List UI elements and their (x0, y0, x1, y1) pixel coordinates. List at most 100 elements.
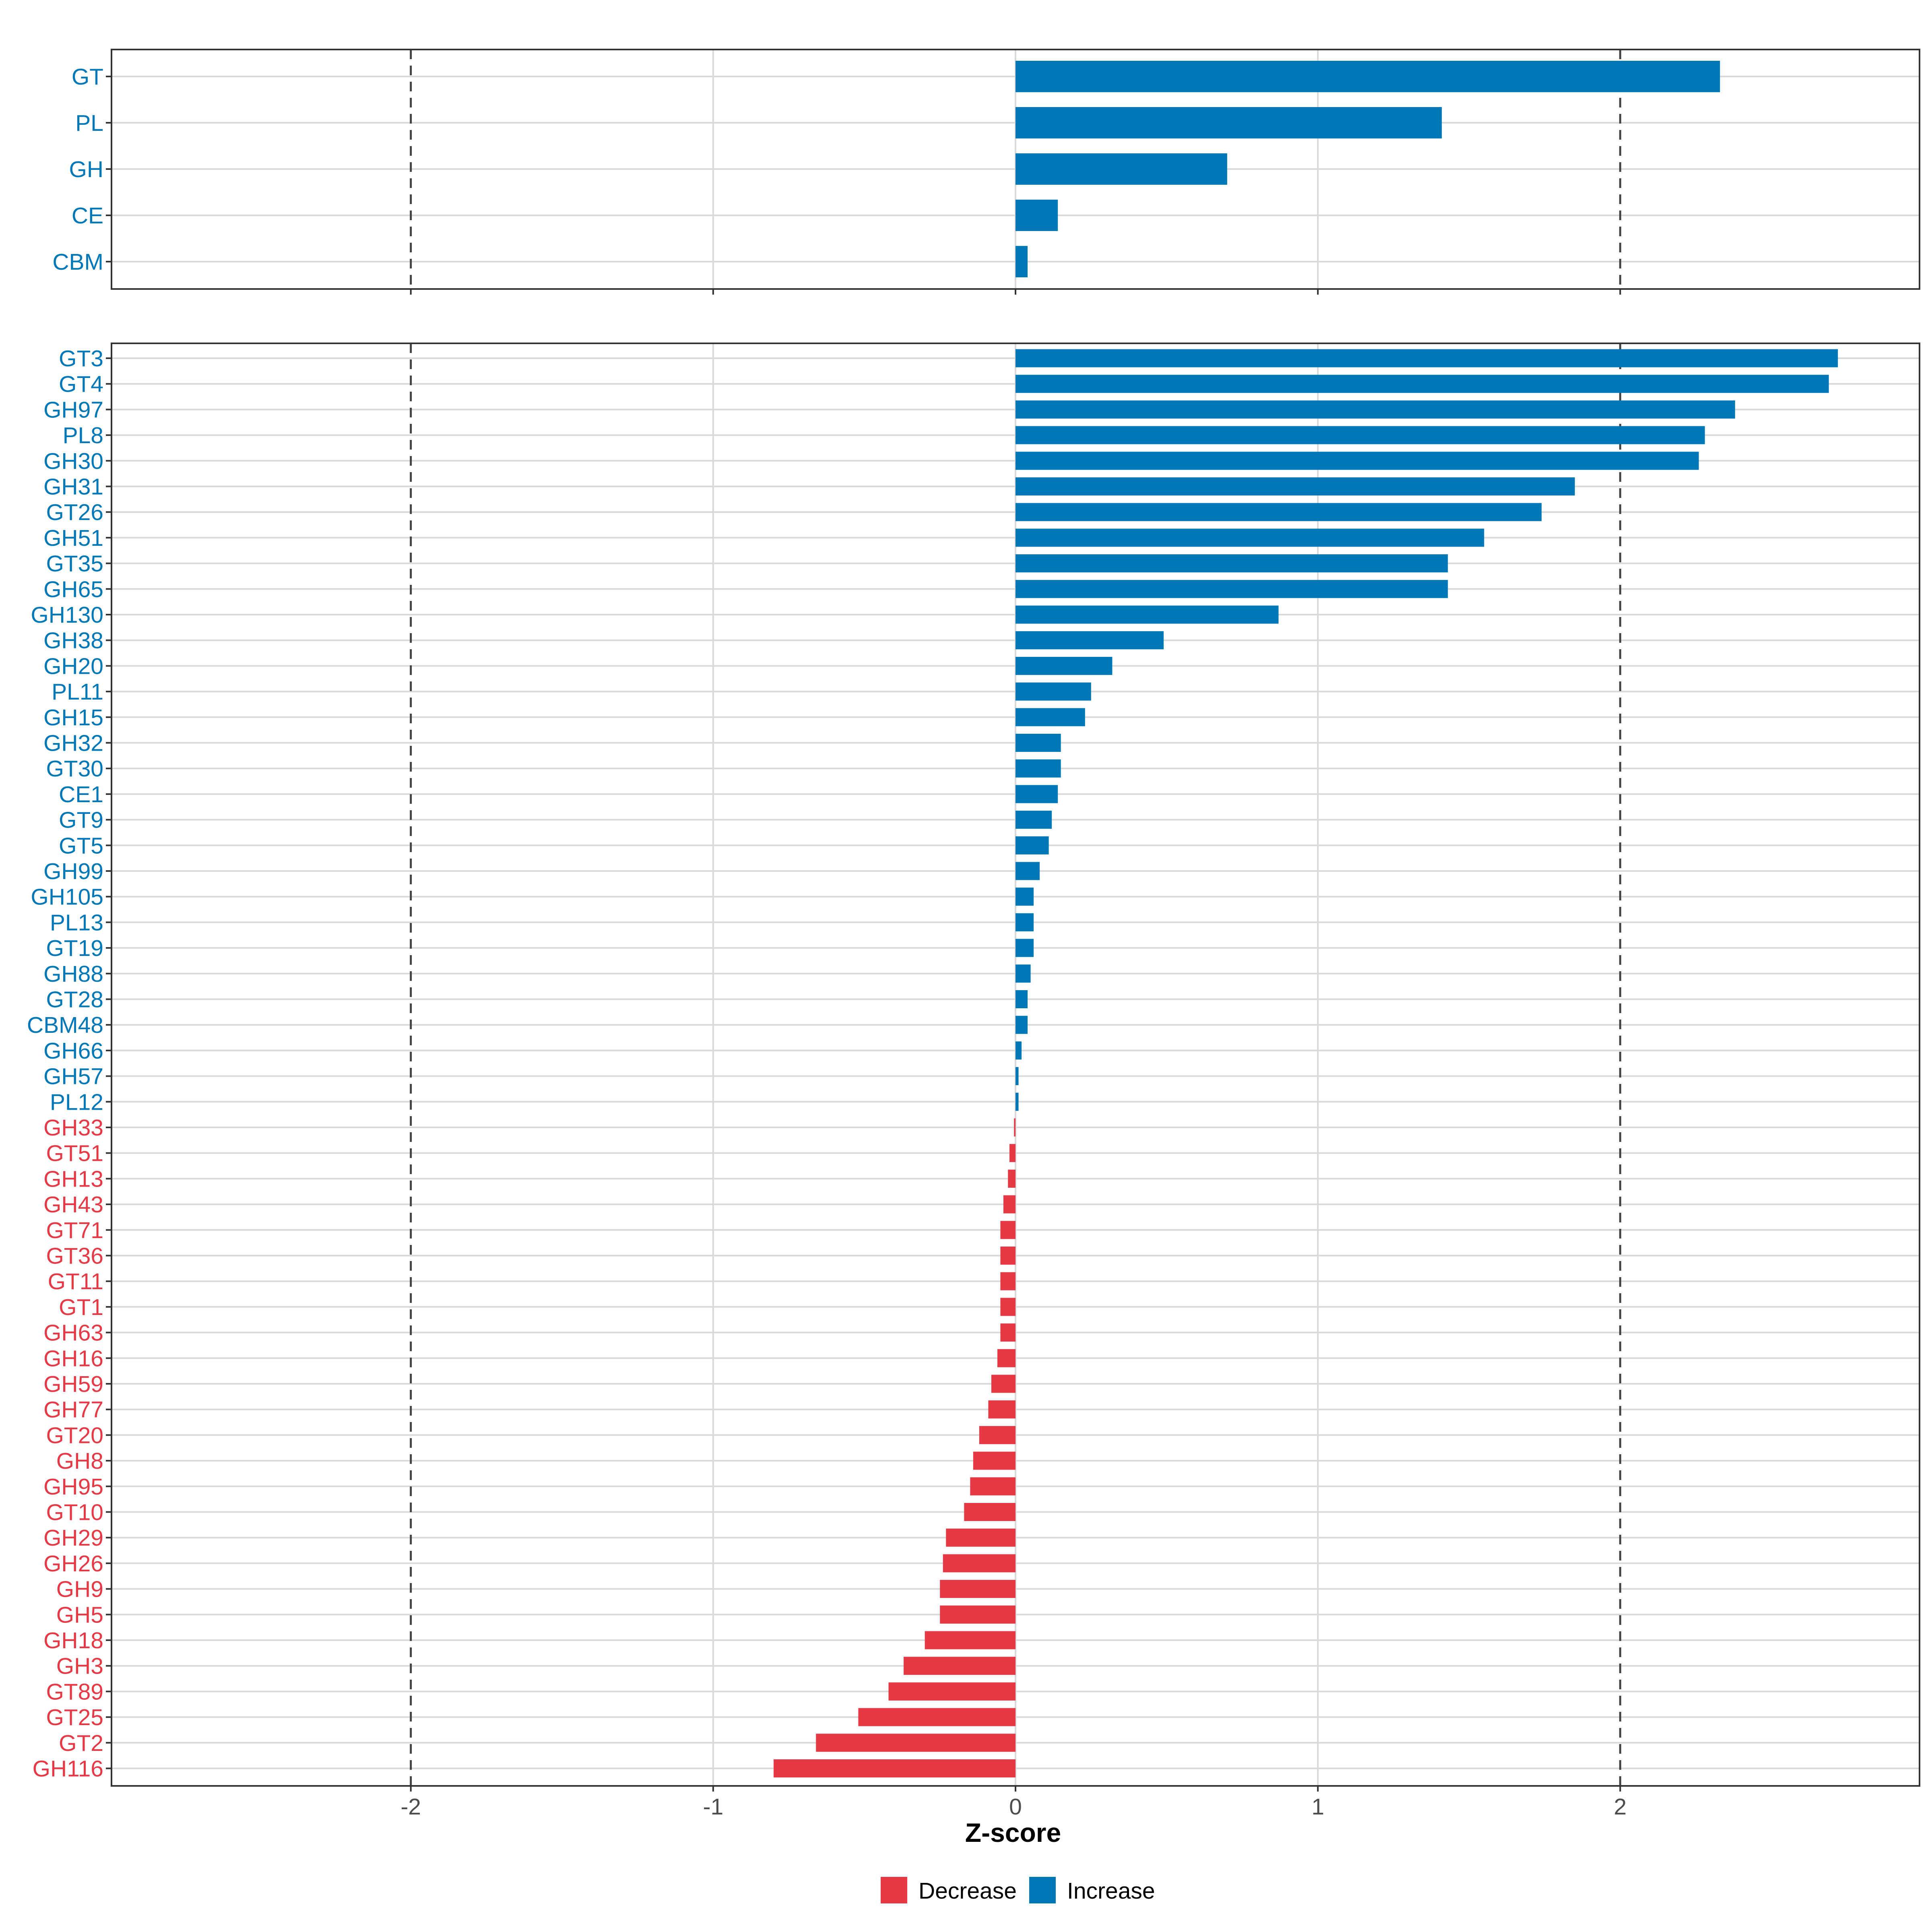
bottom-bar-GT26 (1016, 503, 1542, 521)
bottom-bar-GH33 (1014, 1118, 1016, 1137)
bottom-category-label: GH105 (31, 884, 103, 910)
legend-swatch-decrease (881, 1877, 907, 1903)
bottom-category-label: GH13 (43, 1166, 103, 1192)
bottom-category-label: GT28 (46, 987, 103, 1013)
bottom-bar-GT25 (858, 1708, 1016, 1726)
bottom-bar-GH3 (904, 1657, 1016, 1675)
bottom-category-label: GH88 (43, 961, 103, 987)
bottom-category-label: GH130 (31, 602, 103, 628)
bottom-category-label: GH95 (43, 1474, 103, 1500)
x-axis: -2 -1 0 1 2 (400, 1794, 1627, 1820)
top-category-label: PL (75, 110, 103, 136)
bottom-bar-PL13 (1016, 913, 1034, 931)
bottom-bar-GH65 (1016, 580, 1448, 598)
bottom-category-label: GH43 (43, 1192, 103, 1218)
top-bar-PL (1016, 107, 1442, 138)
bottom-bar-GH66 (1016, 1041, 1022, 1060)
bottom-bar-GT36 (1000, 1247, 1016, 1265)
bottom-bar-GH130 (1016, 605, 1279, 624)
bottom-bar-GT9 (1016, 811, 1052, 829)
bottom-bar-GT35 (1016, 554, 1448, 573)
bottom-category-label: GT19 (46, 935, 103, 961)
bottom-bar-GT1 (1000, 1298, 1016, 1316)
x-axis-title: Z-score (965, 1818, 1061, 1847)
bottom-bar-GH63 (1000, 1323, 1016, 1342)
bottom-bar-GT10 (964, 1503, 1016, 1521)
bottom-bar-CBM48 (1016, 1016, 1028, 1034)
bottom-bar-PL8 (1016, 426, 1705, 444)
bottom-panel: GT3GT4GH97PL8GH30GH31GT26GH51GT35GH65GH1… (27, 343, 1920, 1792)
legend-label-increase: Increase (1067, 1878, 1155, 1904)
bottom-category-label: GT20 (46, 1422, 103, 1448)
bottom-category-label: GH32 (43, 731, 103, 756)
top-category-label: CE (72, 203, 103, 229)
legend: Decrease Increase (881, 1877, 1155, 1904)
bottom-category-label: GT2 (59, 1730, 103, 1756)
top-category-label: CBM (52, 249, 103, 275)
bottom-category-label: GH31 (43, 474, 103, 500)
bottom-category-label: GT89 (46, 1679, 103, 1705)
bottom-category-label: GH57 (43, 1064, 103, 1090)
bottom-bar-GT4 (1016, 375, 1829, 393)
bottom-bar-GH30 (1016, 452, 1699, 470)
bottom-category-label: GH116 (33, 1756, 103, 1782)
bottom-category-label: GH8 (56, 1448, 103, 1474)
bottom-bar-GT20 (979, 1426, 1016, 1444)
bottom-bar-GH99 (1016, 862, 1040, 880)
bottom-bar-GH15 (1016, 708, 1085, 727)
bottom-category-label: GH16 (43, 1346, 103, 1371)
bottom-bar-PL12 (1016, 1092, 1019, 1111)
x-tick-label: 1 (1311, 1794, 1324, 1820)
bottom-bar-GH13 (1008, 1169, 1016, 1188)
bottom-category-label: CBM48 (27, 1012, 103, 1038)
top-bar-CBM (1016, 246, 1028, 277)
bottom-bar-GH43 (1003, 1195, 1016, 1214)
bottom-category-label: GH33 (43, 1115, 103, 1141)
bottom-bar-GH32 (1016, 734, 1061, 752)
bottom-bar-GH97 (1016, 400, 1735, 419)
bottom-bar-GH16 (997, 1349, 1016, 1367)
bottom-category-label: GT10 (46, 1500, 103, 1525)
bottom-bar-GH51 (1016, 528, 1484, 547)
bottom-category-label: GT1 (59, 1294, 103, 1320)
x-tick-label: -2 (400, 1794, 421, 1820)
legend-label-decrease: Decrease (919, 1878, 1017, 1904)
bottom-bar-GH88 (1016, 964, 1031, 983)
bottom-category-label: GH15 (43, 705, 103, 731)
bottom-bar-GT19 (1016, 939, 1034, 957)
bottom-bar-CE1 (1016, 785, 1058, 803)
bottom-category-label: GH59 (43, 1371, 103, 1397)
bottom-bar-GT5 (1016, 836, 1049, 855)
bottom-bar-GT71 (1000, 1221, 1016, 1239)
bottom-category-label: GH26 (43, 1551, 103, 1577)
bottom-bar-GH31 (1016, 477, 1575, 495)
bottom-category-label: GT3 (59, 346, 103, 372)
bottom-category-label: GH63 (43, 1320, 103, 1346)
bottom-category-label: PL8 (63, 423, 103, 448)
bottom-category-label: GT26 (46, 500, 103, 525)
bottom-category-label: GT35 (46, 551, 103, 577)
bottom-bar-GH59 (991, 1375, 1016, 1393)
bottom-category-label: GH3 (56, 1653, 103, 1679)
bottom-bar-GH105 (1016, 888, 1034, 906)
bottom-bar-GH20 (1016, 656, 1113, 675)
bottom-category-label: GT4 (59, 372, 103, 397)
bottom-category-label: GH5 (56, 1602, 103, 1628)
top-category-label: GH (69, 157, 104, 182)
bottom-category-label: GH38 (43, 628, 103, 654)
bottom-bar-GH5 (940, 1605, 1016, 1624)
bottom-bar-GT11 (1000, 1272, 1016, 1290)
bottom-category-label: GH29 (43, 1525, 103, 1551)
bottom-category-label: GH51 (43, 525, 103, 551)
bottom-bar-GH116 (774, 1759, 1016, 1777)
bottom-category-label: GH30 (43, 448, 103, 474)
bottom-category-label: PL12 (50, 1089, 103, 1115)
bottom-bar-GT28 (1016, 990, 1028, 1008)
bottom-bar-GH18 (925, 1631, 1016, 1649)
bottom-category-label: PL13 (50, 910, 103, 935)
bottom-bar-GH29 (946, 1528, 1016, 1547)
bottom-bar-GH77 (988, 1400, 1016, 1419)
bottom-bar-GH8 (973, 1451, 1016, 1470)
bottom-category-label: CE1 (59, 782, 103, 807)
